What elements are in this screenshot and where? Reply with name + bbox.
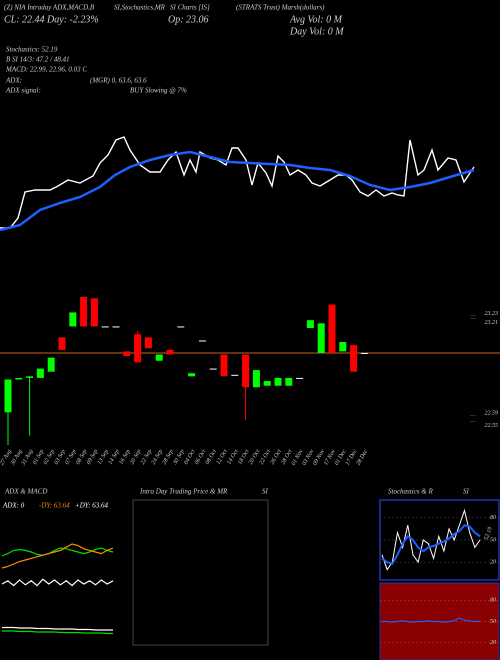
y-tick-label: 80 xyxy=(490,515,496,521)
candle-body xyxy=(296,377,304,379)
candle-body xyxy=(317,323,325,353)
candle-body xyxy=(177,326,185,328)
candle-body xyxy=(144,337,152,349)
candle-body xyxy=(198,340,206,342)
bsi-text: B SI 14/3: 47.2 / 48.41 xyxy=(6,56,70,64)
candle-body xyxy=(69,312,77,327)
candle-body xyxy=(58,337,66,350)
stoch-text: Stochastics: 52.19 xyxy=(6,46,58,54)
day-vol-text: Day Vol: 0 M xyxy=(289,26,344,37)
signal-value: BUY Slowing @ 7% xyxy=(130,87,187,95)
panel-label: ADX: 0 xyxy=(2,502,25,510)
y-tick-label: 22.59 xyxy=(485,411,499,417)
price-line xyxy=(0,150,475,232)
header-text: (STRATS Trust) Marsh(dollars) xyxy=(236,4,325,12)
candle-body xyxy=(274,377,282,386)
y-tick-label: 23.21 xyxy=(485,320,499,326)
macd-line xyxy=(2,630,113,635)
panel-title: SI xyxy=(262,488,269,496)
rsi-line xyxy=(382,617,480,623)
adx-line xyxy=(1,578,114,587)
panel-frame xyxy=(132,499,269,646)
candle-body xyxy=(47,357,55,372)
candle-body xyxy=(101,326,109,328)
adx-values: (MGR) 0, 63.6, 63.6 xyxy=(90,77,147,85)
candle-body xyxy=(26,376,34,378)
avg-vol-text: Avg Vol: 0 M xyxy=(289,14,343,25)
candle-body xyxy=(188,373,196,377)
adx-line xyxy=(1,543,114,569)
y-tick-label: 20 xyxy=(490,560,496,566)
header-text: SI Charts [IS] xyxy=(170,4,210,12)
price-line xyxy=(0,136,475,229)
y-tick-label: 50 xyxy=(490,537,496,543)
candle-body xyxy=(166,349,174,355)
candle-body xyxy=(306,320,314,328)
panel-title: Stochastics & R xyxy=(388,488,433,496)
header-text: (Z) NIA Intraday ADX,MACD,B xyxy=(4,4,95,12)
candle-body xyxy=(15,377,23,380)
candle-body xyxy=(4,379,12,413)
panel-title: Intra Day Trading Price & MR xyxy=(139,488,228,496)
panel-label: -DY: 63.64 xyxy=(39,502,70,510)
y-tick-label: 22.55 xyxy=(485,423,499,429)
candle-body xyxy=(252,370,260,388)
stoch-line xyxy=(381,508,481,571)
candle-body xyxy=(80,296,88,327)
open-text: Op: 23.06 xyxy=(168,14,209,25)
panel-title: ADX & MACD xyxy=(4,488,47,496)
candle-body xyxy=(360,352,368,354)
signal-label: ADX signal: xyxy=(5,87,41,95)
candle-body xyxy=(90,298,98,327)
candle-body xyxy=(134,334,142,363)
candle-body xyxy=(112,326,120,328)
macd-text: MACD: 22.99, 22.96, 0.03 C xyxy=(5,66,87,74)
y-tick-label: 80 xyxy=(490,598,496,604)
candle-body xyxy=(339,342,347,352)
macd-line xyxy=(2,626,113,631)
candle-body xyxy=(231,374,239,376)
y-tick-label: 50 xyxy=(490,619,496,625)
candle-body xyxy=(328,304,336,353)
candle-body xyxy=(263,381,271,386)
candle-body xyxy=(209,368,217,370)
annotation: 52.19 xyxy=(484,526,494,541)
candle-body xyxy=(285,377,293,386)
y-tick-label: 20 xyxy=(490,640,496,646)
header-text: SI,Stochastics,MR xyxy=(114,4,166,12)
panel-title: SI xyxy=(463,488,470,496)
candle-body xyxy=(220,354,228,377)
candle-body xyxy=(242,354,250,388)
candle-body xyxy=(155,354,163,361)
adx-line xyxy=(1,547,114,557)
panel-label: +DY: 63.64 xyxy=(75,502,109,510)
adx-label: ADX: xyxy=(5,77,22,85)
candle-body xyxy=(350,345,358,372)
close-text: CL: 22.44 Day: -2.23% xyxy=(4,14,99,25)
stoch-line xyxy=(381,524,481,565)
candle-body xyxy=(123,351,131,357)
candle-body xyxy=(36,368,44,378)
y-tick-label: 23.23 xyxy=(485,311,499,317)
